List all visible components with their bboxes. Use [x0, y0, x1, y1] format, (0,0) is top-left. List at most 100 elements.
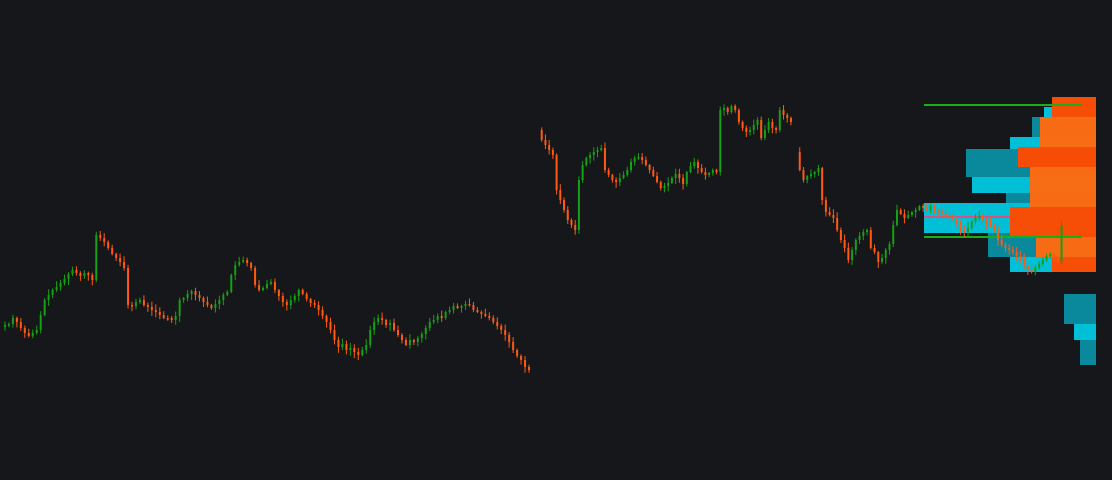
candle-body	[476, 310, 479, 312]
candle-body	[711, 170, 714, 173]
candle-body	[75, 270, 78, 273]
candle-body	[993, 226, 996, 230]
candle-series-3	[798, 147, 1063, 276]
candle-body	[862, 232, 865, 236]
candle-body	[1011, 250, 1014, 252]
candle-body	[888, 244, 891, 250]
candle-body	[809, 174, 812, 176]
candle-body	[929, 206, 932, 210]
candle-body	[512, 342, 515, 350]
candle-body	[696, 162, 699, 168]
candle-body	[719, 110, 722, 172]
candle-body	[798, 152, 801, 170]
candle-body	[806, 176, 809, 180]
candle-body	[989, 224, 992, 226]
candle-body	[555, 155, 558, 190]
candle-body	[933, 206, 936, 210]
candle-body	[238, 262, 241, 265]
candle-body	[39, 315, 42, 330]
candle-body	[95, 235, 98, 280]
candle-body	[456, 306, 459, 308]
candle-body	[404, 340, 407, 345]
candle-body	[528, 367, 531, 370]
candle-body	[959, 224, 962, 230]
candle-body	[559, 190, 562, 200]
candle-body	[782, 110, 785, 115]
candle-body	[622, 175, 625, 178]
candle-body	[925, 208, 928, 210]
candle-body	[293, 296, 296, 300]
candle-body	[952, 218, 955, 220]
candle-body	[79, 273, 82, 276]
candle-body	[488, 316, 491, 318]
candle-body	[131, 305, 134, 307]
candle-body	[329, 322, 332, 330]
candle-body	[269, 282, 272, 284]
candle-body	[35, 330, 38, 333]
candle-body	[432, 320, 435, 322]
candle-body	[444, 312, 447, 318]
candle-body	[618, 178, 621, 182]
candle-body	[448, 310, 451, 312]
candle-body	[289, 300, 292, 305]
candle-body	[357, 352, 360, 355]
candle-body	[963, 230, 966, 232]
candle-body	[194, 291, 197, 295]
candle-body	[978, 216, 981, 218]
profile-bar-orange	[1030, 167, 1096, 207]
candle-body	[353, 348, 356, 352]
candle-body	[115, 254, 118, 258]
candle-body	[626, 170, 629, 175]
candle-body	[685, 172, 688, 184]
candle-body	[142, 300, 145, 305]
candle-body	[592, 152, 595, 155]
candle-body	[262, 288, 265, 290]
candle-body	[633, 158, 636, 162]
candle-body	[869, 230, 872, 248]
candle-body	[111, 248, 114, 254]
candle-body	[206, 302, 209, 305]
candle-body	[982, 216, 984, 220]
candle-body	[341, 344, 344, 347]
candle-body	[230, 275, 233, 292]
candle-body	[745, 128, 748, 132]
profile-bar-orange	[1040, 117, 1096, 147]
candle-body	[630, 162, 632, 170]
profile-bar-teal	[1064, 294, 1096, 324]
candle-body	[134, 302, 137, 306]
candle-body	[944, 214, 947, 216]
profile-bar-orange	[1018, 147, 1096, 167]
candle-body	[641, 157, 644, 160]
candle-body	[652, 170, 655, 176]
candle-body	[741, 122, 744, 128]
candle-body	[162, 315, 165, 318]
candle-body	[218, 300, 221, 304]
candle-body	[55, 287, 58, 290]
candle-body	[907, 215, 910, 218]
profile-bar-teal	[1080, 340, 1096, 365]
candle-body	[361, 350, 364, 355]
candle-body	[265, 284, 268, 288]
candle-body	[884, 250, 887, 258]
profile-bar-orange	[1036, 237, 1096, 257]
candle-body	[464, 304, 467, 306]
candle-body	[7, 324, 10, 326]
candle-body	[1004, 245, 1007, 248]
candle-body	[337, 340, 340, 347]
candle-body	[574, 225, 577, 230]
candle-body	[858, 236, 861, 240]
price-levels	[924, 104, 1082, 238]
candle-body	[674, 174, 677, 178]
candle-body	[600, 148, 603, 150]
candle-body	[786, 115, 789, 118]
candle-body	[1019, 256, 1022, 258]
candle-body	[460, 306, 463, 308]
profile-bar-orange	[1052, 257, 1096, 272]
candle-body	[866, 230, 869, 232]
candle-body	[1053, 254, 1056, 258]
candle-body	[659, 182, 662, 188]
candle-body	[667, 183, 670, 186]
candle-body	[31, 333, 34, 336]
profile-bar-orange	[1052, 97, 1096, 117]
